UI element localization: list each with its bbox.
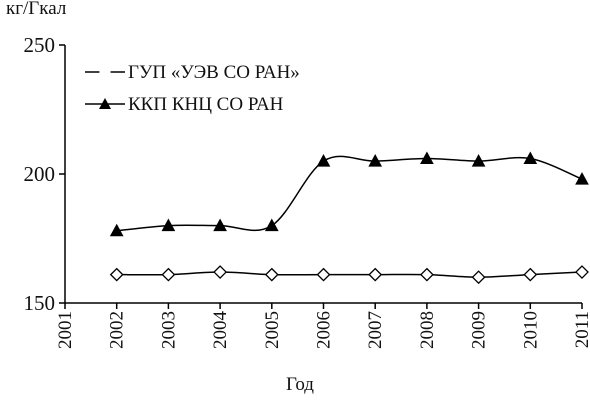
- legend-label: ККП КНЦ СО РАН: [128, 94, 284, 115]
- x-tick-label: 2002: [107, 311, 128, 349]
- marker: [523, 151, 538, 165]
- x-tick-label: 2011: [572, 311, 590, 348]
- marker: [213, 265, 228, 279]
- marker: [575, 265, 589, 279]
- series-line: [116, 155, 583, 232]
- series-line: [116, 271, 583, 278]
- marker: [264, 218, 279, 232]
- marker: [471, 154, 486, 167]
- x-tick-label: 2005: [262, 311, 283, 349]
- y-axis-label: кг/Гкал: [6, 0, 67, 19]
- marker: [99, 66, 111, 78]
- y-tick-label: 200: [24, 162, 56, 186]
- x-tick-label: 2004: [210, 311, 231, 350]
- marker: [161, 267, 176, 282]
- marker: [161, 218, 176, 232]
- marker: [264, 267, 279, 282]
- marker: [213, 218, 227, 232]
- x-tick-label: 2008: [417, 311, 438, 349]
- x-tick-label: 2010: [520, 311, 541, 349]
- marker: [316, 154, 331, 167]
- x-tick-label: 2003: [158, 311, 179, 349]
- x-tick-label: 2009: [469, 311, 490, 349]
- x-axis-label: Год: [286, 374, 314, 395]
- marker: [368, 154, 383, 167]
- marker: [523, 267, 538, 282]
- marker: [420, 151, 434, 165]
- marker: [419, 267, 434, 282]
- y-tick-label: 250: [24, 33, 56, 57]
- x-tick-label: 2007: [365, 311, 386, 349]
- marker: [109, 267, 124, 282]
- y-tick-label: 150: [24, 291, 56, 315]
- marker: [99, 98, 111, 109]
- marker: [368, 267, 383, 282]
- marker: [471, 270, 486, 285]
- x-tick-label: 2001: [55, 311, 76, 349]
- legend-label: ГУП «УЭВ СО РАН»: [128, 62, 300, 83]
- marker: [109, 223, 124, 237]
- marker: [575, 172, 589, 185]
- x-tick-label: 2006: [314, 311, 335, 349]
- marker: [316, 267, 331, 282]
